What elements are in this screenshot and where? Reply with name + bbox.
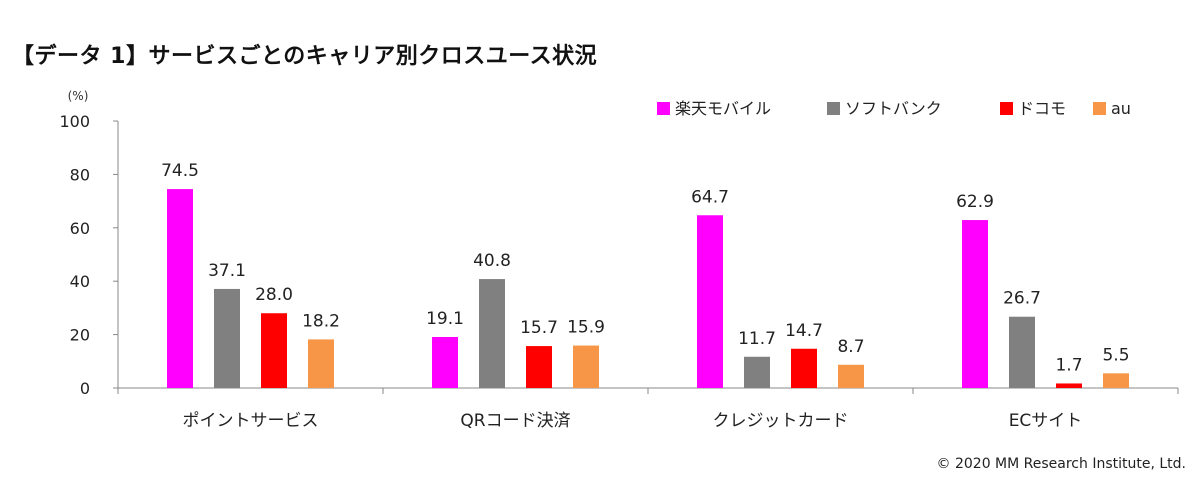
data-label: 11.7	[738, 329, 776, 349]
x-tick-label: QRコード決済	[460, 411, 570, 431]
bars	[167, 189, 1129, 388]
legend-swatch	[827, 102, 840, 115]
bar	[962, 220, 988, 388]
bar	[744, 356, 770, 388]
bar	[1103, 373, 1129, 388]
data-label: 28.0	[255, 285, 293, 305]
bar	[791, 348, 817, 388]
legend-label: ドコモ	[1018, 99, 1066, 118]
legend-item: au	[1093, 99, 1131, 118]
y-tick-label: 80	[70, 165, 90, 184]
data-label: 62.9	[956, 192, 994, 212]
bar	[1056, 383, 1082, 388]
data-label: 8.7	[837, 337, 864, 357]
data-label: 14.7	[785, 321, 823, 341]
y-tick-label: 40	[70, 272, 90, 291]
legend-item: ドコモ	[1000, 99, 1066, 118]
bar	[573, 345, 599, 388]
bar	[167, 189, 193, 388]
legend-item: ソフトバンク	[827, 99, 942, 118]
y-tick-label: 0	[80, 379, 90, 398]
y-axis: (%) 0 20 40 60 80 100	[59, 89, 119, 398]
data-label: 18.2	[302, 311, 340, 331]
bar	[526, 346, 552, 388]
bar	[214, 288, 240, 388]
x-tick-label: ポイントサービス	[183, 411, 319, 431]
legend-label: au	[1111, 99, 1131, 118]
y-tick-label: 60	[70, 219, 90, 238]
data-label: 19.1	[426, 309, 464, 329]
legend-label: 楽天モバイル	[675, 99, 771, 118]
legend-swatch	[1093, 102, 1106, 115]
data-label: 5.5	[1102, 345, 1129, 365]
legend: 楽天モバイル ソフトバンク ドコモ au	[657, 99, 1131, 118]
legend-label: ソフトバンク	[845, 99, 942, 118]
page-title: 【データ 1】サービスごとのキャリア別クロスユース状況	[12, 44, 598, 69]
data-label: 1.7	[1055, 355, 1082, 375]
data-label: 64.7	[691, 187, 729, 207]
bar	[308, 339, 334, 388]
data-label: 40.8	[473, 251, 511, 271]
data-label: 74.5	[161, 161, 199, 181]
bar	[838, 364, 864, 388]
bar	[479, 279, 505, 388]
data-labels: 74.5 37.1 28.0 18.2 19.1 40.8 15.7 15.9 64.7 11.7…	[161, 161, 1129, 375]
legend-swatch	[657, 102, 670, 115]
x-axis: ポイントサービス QRコード決済 クレジットカード ECサイト	[117, 387, 1179, 431]
bar	[697, 215, 723, 388]
y-tick-label: 100	[59, 112, 90, 131]
copyright-text: © 2020 MM Research Institute, Ltd.	[936, 456, 1186, 472]
data-label: 26.7	[1003, 289, 1041, 309]
x-tick-label: ECサイト	[1009, 411, 1083, 431]
y-axis-unit: (%)	[68, 89, 89, 103]
legend-item: 楽天モバイル	[657, 99, 771, 118]
bar	[261, 313, 287, 388]
legend-swatch	[1000, 102, 1013, 115]
data-label: 37.1	[208, 261, 246, 281]
bar	[1009, 316, 1035, 388]
y-tick-label: 20	[70, 326, 90, 345]
data-label: 15.9	[567, 318, 605, 338]
data-label: 15.7	[520, 318, 558, 338]
x-tick-label: クレジットカード	[713, 411, 849, 431]
bar	[432, 337, 458, 388]
